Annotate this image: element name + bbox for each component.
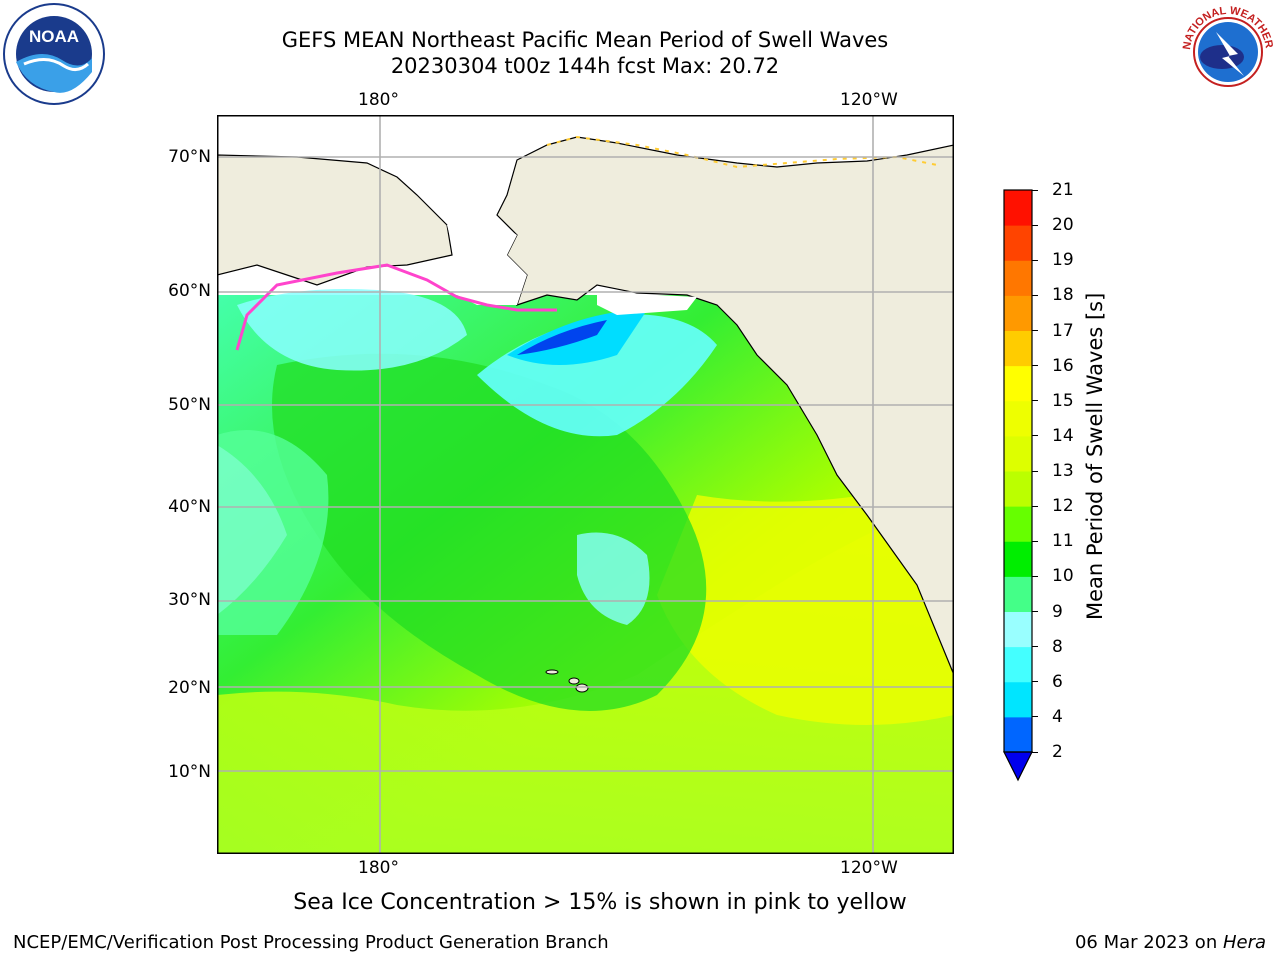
colorbar-label: Mean Period of Swell Waves [s] [1083,292,1107,620]
colorbar-bin [1004,471,1032,507]
colorbar-bin [1004,260,1032,296]
bottom-lon-label-120w: 120°W [840,858,898,878]
colorbar-tick-mark [1032,259,1038,261]
colorbar-tick-mark [1032,294,1038,296]
colorbar-tick-label: 13 [1052,461,1074,481]
colorbar [1000,186,1040,786]
chart-subtitle: 20230304 t00z 144h fcst Max: 20.72 [390,54,780,78]
colorbar-bin [1004,506,1032,542]
colorbar-tick-mark [1032,540,1038,542]
colorbar-tick-label: 20 [1052,215,1074,236]
colorbar-tick-mark [1032,224,1038,226]
colorbar-bin [1004,400,1032,437]
colorbar-tick-label: 16 [1052,355,1074,376]
bottom-lon-label-180: 180° [358,858,399,878]
colorbar-bin [1004,716,1032,753]
colorbar-tick-label: 18 [1052,285,1074,306]
noaa-logo-text: NOAA [29,27,79,46]
lat-label-70n: 70°N [168,147,211,167]
land-siberia [217,154,453,286]
footer-credit: NCEP/EMC/Verification Post Processing Pr… [13,932,609,953]
colorbar-tick-label: 6 [1052,671,1063,692]
chart-title: GEFS MEAN Northeast Pacific Mean Period … [281,28,889,52]
lat-label-50n: 50°N [168,395,211,415]
lat-label-10n: 10°N [168,762,211,782]
colorbar-tick-label: 17 [1052,320,1074,341]
colorbar-bin [1004,646,1032,683]
colorbar-tick-label: 19 [1052,250,1074,271]
map-panel [217,115,954,854]
top-lon-label-120w: 120°W [840,90,898,110]
colorbar-tick-mark [1032,575,1038,577]
colorbar-bin [1004,295,1032,331]
land-north-america [496,136,954,676]
colorbar-tick-mark [1032,646,1038,648]
lat-label-60n: 60°N [168,281,211,301]
colorbar-tick-label: 15 [1052,390,1074,411]
colorbar-tick-mark [1032,611,1038,612]
colorbar-tick-mark [1032,716,1038,718]
footer-date: 06 Mar 2023 on Hera [1075,932,1266,953]
colorbar-tick-mark [1032,681,1038,683]
colorbar-bin [1004,576,1032,612]
colorbar-tick-label: 11 [1052,531,1074,552]
noaa-logo: NOAA [2,2,106,106]
top-lon-label-180: 180° [358,90,399,110]
colorbar-tick-label: 21 [1052,180,1074,200]
colorbar-bin [1004,611,1032,648]
footer-date-text: 06 Mar 2023 on [1074,932,1223,953]
colorbar-bin [1004,330,1032,367]
colorbar-tick-mark [1032,470,1038,472]
colorbar-bin [1004,225,1032,261]
colorbar-tick-mark [1032,751,1038,753]
colorbar-tick-mark [1032,435,1038,437]
colorbar-extend-arrow [1003,751,1033,782]
colorbar-bin [1004,681,1032,718]
graticule [217,115,954,854]
colorbar-tick-mark [1032,400,1038,402]
colorbar-tick-mark [1032,505,1038,507]
colorbar-tick-label: 4 [1052,706,1063,727]
colorbar-bin [1004,365,1032,402]
sea-ice-note: Sea Ice Concentration > 15% is shown in … [293,890,907,915]
lat-label-40n: 40°N [168,497,211,517]
sea-ice-edge [235,263,557,351]
colorbar-tick-label: 14 [1052,425,1074,446]
colorbar-tick-label: 9 [1052,601,1063,622]
colorbar-bin [1004,435,1032,472]
colorbar-tick-mark [1032,330,1038,331]
lat-label-20n: 20°N [168,678,211,698]
footer-host: Hera [1222,932,1266,953]
colorbar-tick-label: 8 [1052,636,1063,657]
colorbar-tick-label: 12 [1052,496,1074,517]
lat-label-30n: 30°N [168,590,211,610]
colorbar-bin [1004,541,1032,577]
nws-logo: NATIONAL WEATHER SERVICE [1178,2,1278,102]
colorbar-bin [1004,190,1032,226]
colorbar-tick-label: 2 [1052,742,1063,762]
colorbar-tick-mark [1032,365,1038,367]
colorbar-tick-label: 10 [1052,566,1074,587]
colorbar-tick-mark [1032,189,1038,191]
colorbar-ticks: 2 4 6 8 9 10 11 12 13 14 15 16 17 18 19 20 21 [1032,0,1100,960]
